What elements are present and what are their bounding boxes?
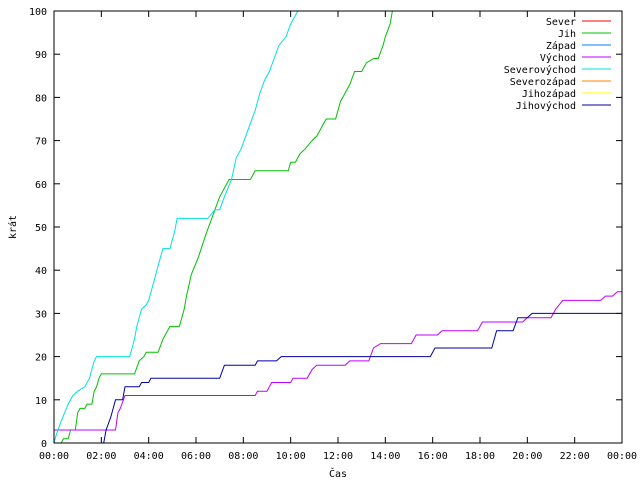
y-tick-label: 80 xyxy=(35,93,47,104)
x-tick-label: 02:00 xyxy=(86,451,116,462)
y-tick-label: 90 xyxy=(35,50,47,61)
y-tick-label: 60 xyxy=(35,180,47,191)
y-tick-label: 10 xyxy=(35,396,47,407)
x-tick-label: 04:00 xyxy=(134,451,164,462)
x-tick-label: 22:00 xyxy=(560,451,590,462)
y-tick-label: 50 xyxy=(35,223,47,234)
x-tick-label: 14:00 xyxy=(370,451,400,462)
legend-label: Jihovýchod xyxy=(516,100,576,112)
x-tick-label: 12:00 xyxy=(323,451,353,462)
legend-label: Jihozápad xyxy=(522,88,576,100)
series-line-Jih xyxy=(54,10,393,444)
y-axis-title: krát xyxy=(7,215,19,239)
series-line-Severovýchod xyxy=(53,10,299,444)
x-tick-label: 00:00 xyxy=(607,451,637,462)
legend-label: Východ xyxy=(540,52,576,64)
legend-label: Západ xyxy=(546,40,576,52)
x-tick-label: 00:00 xyxy=(39,451,69,462)
series-line-Jihovýchod xyxy=(54,312,622,444)
legend-label: Sever xyxy=(546,17,576,28)
legend-label: Severovýchod xyxy=(504,64,576,76)
x-tick-label: 16:00 xyxy=(418,451,448,462)
legend: SeverJihZápadVýchodSeverovýchodSeverozáp… xyxy=(504,17,611,112)
y-tick-label: 0 xyxy=(41,439,47,450)
plot-frame xyxy=(53,10,623,444)
y-tick-label: 20 xyxy=(35,353,47,364)
series-lines xyxy=(53,10,622,444)
series-line-Východ xyxy=(54,291,622,431)
y-tick-label: 100 xyxy=(29,7,47,18)
y-tick-label: 40 xyxy=(35,266,47,277)
legend-label: Severozápad xyxy=(510,76,576,88)
legend-label: Jih xyxy=(558,29,576,40)
x-tick-label: 18:00 xyxy=(465,451,495,462)
y-tick-label: 30 xyxy=(35,309,47,320)
x-tick-label: 08:00 xyxy=(228,451,258,462)
x-tick-label: 06:00 xyxy=(181,451,211,462)
x-tick-label: 20:00 xyxy=(512,451,542,462)
axis-ticks: 0 10 20 30 40 50 60 70 80 90 100 00:00 02:00 04:00 06:… xyxy=(29,7,637,462)
y-tick-label: 70 xyxy=(35,137,47,148)
x-axis-title: Čas xyxy=(329,467,347,480)
x-tick-label: 10:00 xyxy=(276,451,306,462)
